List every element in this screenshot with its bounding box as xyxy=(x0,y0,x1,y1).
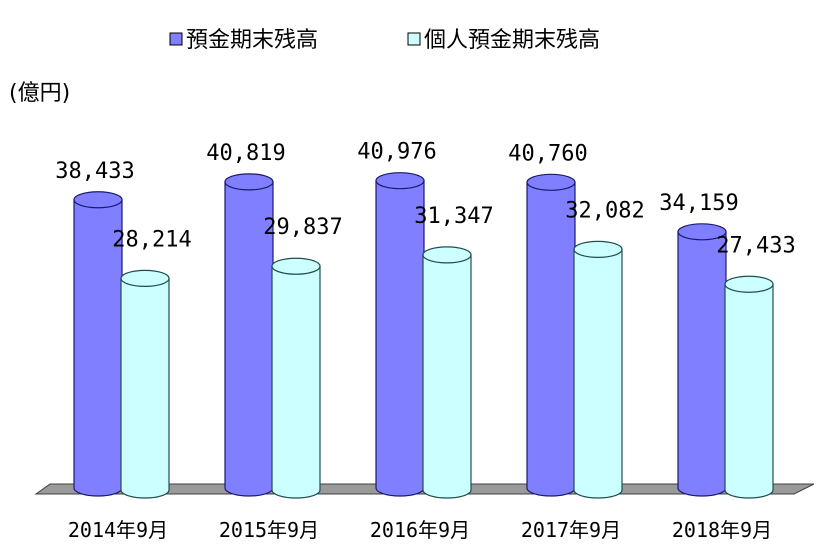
bar-s2-1-body xyxy=(120,277,170,499)
bar-s1-2-top xyxy=(224,173,274,191)
data-label-s1-3: 40,976 xyxy=(357,140,436,165)
bar-s2-5 xyxy=(724,275,774,499)
category-labels-group: 2014年9月 2015年9月 2016年9月 2017年9月 2018年9月 xyxy=(68,518,772,542)
bar-s1-5 xyxy=(677,223,727,497)
bar-s2-2-body xyxy=(271,265,321,499)
bar-s1-4-top xyxy=(526,173,576,191)
bars-group xyxy=(73,172,774,499)
bar-s1-3-top xyxy=(375,172,425,190)
bar-s2-3-body xyxy=(422,254,472,499)
bar-s2-5-top xyxy=(724,275,774,293)
data-label-s1-5: 34,159 xyxy=(659,191,738,216)
bar-s2-3 xyxy=(422,246,472,499)
data-labels-group: 38,433 28,214 40,819 29,837 40,976 31,347 40,7… xyxy=(55,140,795,259)
data-label-s1-4: 40,760 xyxy=(508,141,587,166)
legend: 預金期末残高 個人預金期末残高 xyxy=(169,28,600,53)
data-label-s2-3: 31,347 xyxy=(414,204,493,229)
data-label-s2-2: 29,837 xyxy=(263,215,342,240)
data-label-s2-4: 32,082 xyxy=(565,198,644,223)
unit-label: (億円) xyxy=(9,81,70,106)
bar-s2-2 xyxy=(271,257,321,499)
category-label-4: 2017年9月 xyxy=(521,518,621,542)
legend-label-2: 個人預金期末残高 xyxy=(424,28,600,53)
category-label-1: 2014年9月 xyxy=(68,518,168,542)
category-label-2: 2015年9月 xyxy=(219,518,319,542)
legend-swatch-1 xyxy=(169,32,183,46)
data-label-s2-5: 27,433 xyxy=(716,233,795,258)
data-label-s2-1: 28,214 xyxy=(112,227,191,252)
bar-s2-1 xyxy=(120,269,170,499)
bar-s2-3-top xyxy=(422,246,472,264)
bar-s2-5-body xyxy=(724,283,774,499)
bar-s1-5-body xyxy=(677,231,727,497)
data-label-s1-1: 38,433 xyxy=(55,159,134,184)
bar-s1-4-body xyxy=(526,181,576,497)
bar-s1-5-top xyxy=(677,223,727,241)
category-label-5: 2018年9月 xyxy=(672,518,772,542)
bar-s2-4-body xyxy=(573,248,623,499)
bar-s2-4-top xyxy=(573,240,623,258)
legend-swatch-2 xyxy=(407,32,421,46)
bar-s2-1-top xyxy=(120,269,170,287)
bar-s1-3 xyxy=(375,172,425,497)
bar-s2-2-top xyxy=(271,257,321,275)
legend-label-1: 預金期末残高 xyxy=(186,28,318,53)
category-label-3: 2016年9月 xyxy=(370,518,470,542)
bar-s2-4 xyxy=(573,240,623,499)
data-label-s1-2: 40,819 xyxy=(206,141,285,166)
bar-s1-1-top xyxy=(73,191,123,209)
